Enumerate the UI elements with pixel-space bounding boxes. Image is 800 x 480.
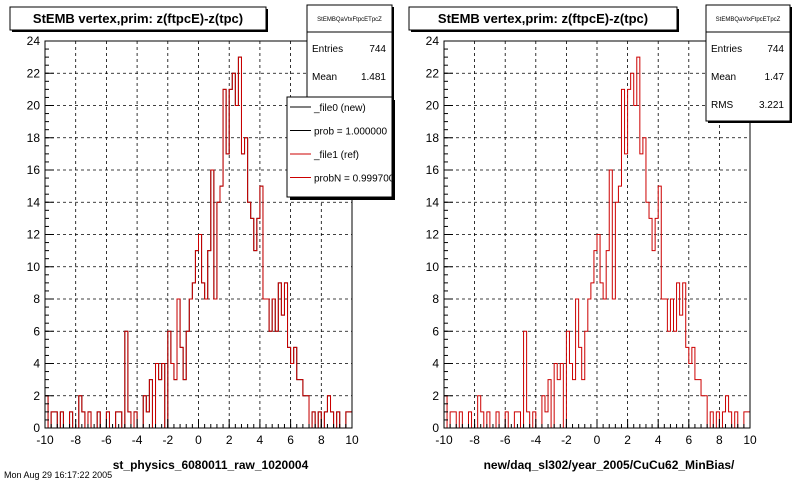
legend-frame	[286, 96, 393, 198]
stats-mean-value: 1.47	[765, 72, 785, 83]
y-tick-label: 0	[33, 421, 40, 435]
y-tick-label: 14	[426, 195, 440, 209]
x-tick-label: 10	[345, 433, 359, 447]
x-tick-label: 8	[318, 433, 325, 447]
x-tick-label: -4	[132, 433, 143, 447]
chart-panel-2: -10 -8 -6 -4 -2 0 2 4 6 8 10024681012141618202224n…	[408, 4, 792, 472]
stats-entries-label: Entries	[711, 44, 742, 55]
histogram	[443, 56, 751, 429]
x-tick-label: 8	[716, 433, 723, 447]
y-tick-label: 16	[426, 163, 440, 177]
stats-mean-label: Mean	[711, 72, 736, 83]
x-tick-label: -6	[101, 433, 112, 447]
x-tick-label: 6	[287, 433, 294, 447]
y-tick-label: 14	[27, 195, 41, 209]
x-tick-label: 4	[655, 433, 662, 447]
x-tick-label: 2	[624, 433, 631, 447]
chart-title: StEMB vertex,prim: z(ftpcE)-z(tpc)	[438, 11, 648, 26]
histogram-line	[443, 56, 751, 429]
x-tick-label: 2	[226, 433, 233, 447]
x-axis-label: st_physics_6080011_raw_1020004	[113, 458, 309, 472]
stats-frame	[705, 4, 791, 122]
stats-entries-value: 744	[369, 44, 386, 55]
stats-mean-label: Mean	[312, 72, 337, 83]
y-tick-label: 10	[426, 260, 440, 274]
y-tick-label: 6	[33, 324, 40, 338]
x-axis: -10 -8 -6 -4 -2 0 2 4 6 8 10	[435, 419, 757, 447]
stats-box: StEMBQaVtxFtpcETpcZ Entries 744 Mean 1.47 RMS…	[705, 4, 792, 123]
legend-entries: _file0 (new) prob = 1.000000 _file1 (ref) p…	[290, 103, 395, 185]
y-tick-label: 16	[27, 163, 41, 177]
stats-name: StEMBQaVtxFtpcETpcZ	[716, 17, 781, 23]
chart-panel-1: -10 -8 -6 -4 -2 0 2 4 6 8 10024681012141618202224s…	[9, 4, 395, 472]
x-tick-label: -10	[435, 433, 453, 447]
y-tick-label: 10	[27, 260, 41, 274]
y-tick-label: 4	[33, 357, 40, 371]
x-tick-label: -10	[36, 433, 54, 447]
x-tick-label: -8	[70, 433, 81, 447]
y-tick-label: 8	[432, 292, 439, 306]
x-tick-label: -8	[469, 433, 480, 447]
chart-title: StEMB vertex,prim: z(ftpcE)-z(tpc)	[33, 11, 243, 26]
legend-entry-label: prob = 1.000000	[314, 127, 388, 138]
x-tick-label: -2	[561, 433, 572, 447]
y-tick-label: 12	[27, 228, 41, 242]
x-tick-label: 10	[743, 433, 757, 447]
footer-timestamp: Mon Aug 29 16:17:22 2005	[4, 470, 112, 480]
stats-rms-value: 3.221	[759, 100, 784, 111]
y-tick-label: 2	[33, 389, 40, 403]
x-axis: -10 -8 -6 -4 -2 0 2 4 6 8 10	[36, 419, 359, 447]
y-tick-label: 24	[27, 34, 41, 48]
y-tick-label: 12	[426, 228, 440, 242]
stats-rms-label: RMS	[711, 100, 734, 111]
stats-entries-value: 744	[767, 44, 784, 55]
legend: _file0 (new) prob = 1.000000 _file1 (ref) p…	[286, 96, 395, 200]
x-axis-label: new/daq_sl302/year_2005/CuCu62_MinBias/	[484, 458, 735, 472]
legend-entry-label: _file0 (new)	[313, 103, 366, 114]
y-tick-label: 18	[27, 131, 41, 145]
y-tick-label: 20	[426, 99, 440, 113]
histogram	[44, 56, 353, 429]
y-tick-label: 18	[426, 131, 440, 145]
stats-mean-value: 1.481	[361, 72, 386, 83]
legend-entry-label: probN = 0.999700	[314, 174, 395, 185]
y-tick-label: 2	[432, 389, 439, 403]
x-tick-label: -4	[530, 433, 541, 447]
x-tick-label: 0	[594, 433, 601, 447]
y-tick-label: 22	[426, 66, 440, 80]
x-tick-label: 4	[257, 433, 264, 447]
x-tick-label: -6	[500, 433, 511, 447]
x-tick-label: 0	[195, 433, 202, 447]
stats-name: StEMBQaVtxFtpcETpcZ	[317, 17, 382, 23]
title-box	[408, 6, 678, 31]
stats-entries-label: Entries	[312, 44, 343, 55]
x-tick-label: 6	[685, 433, 692, 447]
histogram-line-ref	[44, 56, 353, 429]
y-tick-label: 4	[432, 357, 439, 371]
y-tick-label: 20	[27, 99, 41, 113]
y-tick-label: 22	[27, 66, 41, 80]
y-tick-label: 0	[432, 421, 439, 435]
y-tick-label: 24	[426, 34, 440, 48]
title-box	[9, 6, 267, 31]
x-tick-label: -2	[162, 433, 173, 447]
legend-entry-label: _file1 (ref)	[313, 150, 359, 161]
y-tick-label: 8	[33, 292, 40, 306]
y-tick-label: 6	[432, 324, 439, 338]
